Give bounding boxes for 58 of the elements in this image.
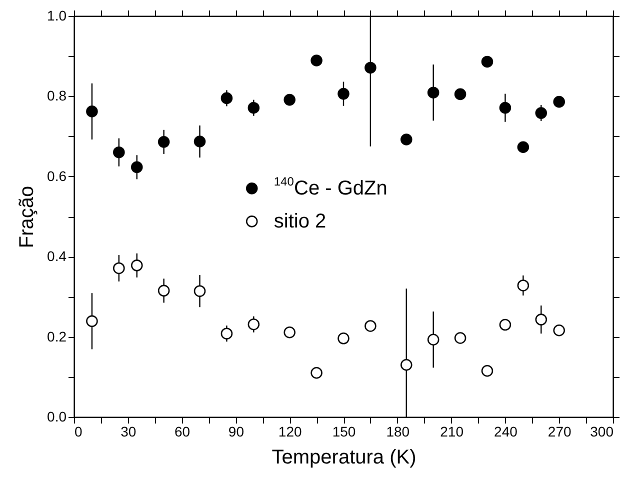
- point: [400, 134, 412, 146]
- point: [481, 365, 494, 377]
- x-tick-label: 120: [278, 424, 302, 440]
- legend-label: sitio 2: [274, 210, 326, 232]
- point: [454, 332, 466, 344]
- y-tick-label: 0.8: [47, 88, 67, 104]
- y-tick-label: 0.2: [47, 328, 67, 344]
- point: [338, 332, 350, 344]
- point: [553, 96, 565, 108]
- point: [194, 285, 206, 297]
- point: [427, 86, 440, 98]
- y-tick-label: 1.0: [47, 8, 67, 24]
- x-tick-label: 150: [332, 424, 356, 440]
- point: [454, 88, 466, 100]
- x-tick-label: 90: [228, 424, 244, 440]
- point: [310, 54, 322, 66]
- point: [158, 284, 170, 297]
- point: [113, 262, 125, 274]
- y-tick-label: 0.6: [47, 168, 67, 184]
- point: [220, 328, 233, 340]
- point: [86, 315, 98, 328]
- point: [364, 320, 376, 332]
- point: [338, 88, 350, 100]
- point: [248, 318, 260, 330]
- point: [284, 94, 296, 106]
- point: [130, 260, 143, 272]
- x-tick-label: 210: [440, 424, 464, 440]
- point: [535, 314, 548, 326]
- point: [130, 161, 143, 174]
- x-axis-title: Temperatura (K): [272, 446, 416, 468]
- point: [535, 107, 548, 119]
- point: [194, 136, 206, 148]
- point: [364, 62, 376, 74]
- point: [553, 324, 565, 336]
- point: [284, 326, 296, 338]
- x-tick-label: 60: [174, 424, 190, 440]
- x-tick-label: 30: [120, 424, 136, 440]
- point: [86, 106, 98, 118]
- point: [517, 141, 530, 154]
- point: [113, 146, 125, 158]
- point: [499, 318, 512, 331]
- point: [248, 102, 260, 114]
- point: [220, 92, 233, 104]
- y-tick-label: 0.4: [47, 248, 67, 264]
- x-tick-label: 180: [386, 424, 410, 440]
- point: [481, 56, 494, 68]
- y-tick-label: 0.0: [47, 408, 67, 424]
- point: [499, 102, 512, 114]
- x-tick-label: 300: [590, 424, 614, 440]
- point: [158, 136, 170, 148]
- point: [427, 334, 440, 346]
- x-tick-label: 240: [494, 424, 518, 440]
- point: [400, 358, 412, 371]
- x-tick-label: 270: [548, 424, 572, 440]
- point: [517, 280, 530, 292]
- point: [310, 367, 322, 379]
- x-tick-label: 0: [74, 424, 82, 440]
- y-axis-title: Fração: [16, 186, 38, 248]
